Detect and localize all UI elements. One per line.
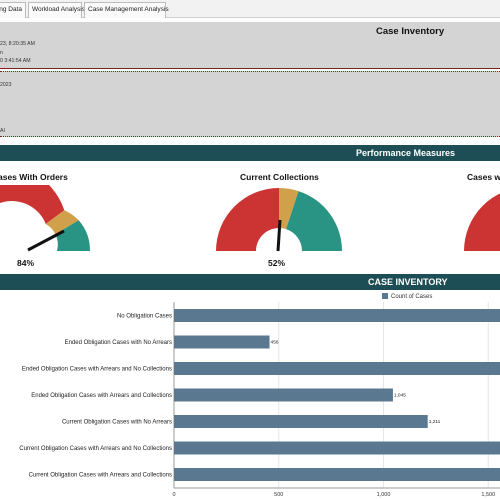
category-label: Ended Obligation Cases with No Arrears [65,340,172,346]
x-tick-label: 1,500 [481,492,495,498]
case-inventory-bar-chart: 0 500 1,000 1,500 No Obligation Cases Ended O… [19,302,500,498]
gauge-cases-with-orders [0,185,91,252]
bar [174,362,500,375]
performance-measures-header: Performance Measures [0,145,500,161]
bar [174,468,500,481]
category-label: No Obligation Cases [117,314,172,320]
gauge-value-current-collections: 52% [268,258,286,268]
case-inventory-title: CASE INVENTORY [368,277,448,287]
bar [174,441,500,455]
tab-bar: ing Data Workload Analysis Case Manageme… [0,0,500,18]
category-label: Ended Obligation Cases with Arrears and … [31,393,172,399]
tab-case-management-analysis[interactable]: Case Management Analysis [84,2,169,18]
gauge-third [464,193,500,251]
case-inventory-header: CASE INVENTORY [0,274,500,290]
bar [174,415,428,428]
bar [174,309,500,322]
category-label: Current Obligation Cases with Arrears an… [29,473,172,479]
gauge-title-current-collections: Current Collections [240,172,319,182]
x-tick-label: 500 [274,492,283,498]
bar [174,335,270,349]
performance-measures-title: Performance Measures [356,148,456,158]
gauge-current-collections [216,188,342,252]
page-title: Case Inventory [376,26,445,37]
data-label: 456 [271,340,279,346]
report-refresh-date: 0 3:41:54 AM [0,58,31,64]
report-run-date: 23, 8:20:35 AM [0,41,35,47]
gauge-title-third: Cases wi [467,172,500,182]
gauge-value-cases-with-orders: 84% [17,258,35,268]
report-info-panel [0,22,500,69]
legend-label: Count of Cases [391,294,433,300]
bar [174,388,393,402]
legend-swatch [382,293,388,299]
report-filter-panel [0,71,500,137]
data-label: 1,211 [429,419,441,425]
x-tick-label: 1,000 [377,492,391,498]
category-label: Current Obligation Cases with Arrears an… [19,446,172,452]
tab-workload-analysis[interactable]: Workload Analysis [28,2,85,18]
gauge-needle-2 [276,219,282,252]
filter-scope: AI [0,128,5,134]
category-label: Ended Obligation Cases with Arrears and … [22,367,172,373]
chart-legend: Count of Cases [382,293,432,300]
x-tick-label: 0 [172,492,175,498]
filter-period: 2023 [0,82,12,88]
gauge-needle-1 [27,229,65,252]
tab-reporting-data[interactable]: ing Data [0,2,26,18]
gauges-svg [0,185,500,252]
category-label: Current Obligation Cases with No Arrears [62,420,172,426]
data-label: 1,045 [394,393,406,399]
report-info-line: n [0,50,3,56]
gauge-title-cases-with-orders: ases With Orders [0,172,68,182]
